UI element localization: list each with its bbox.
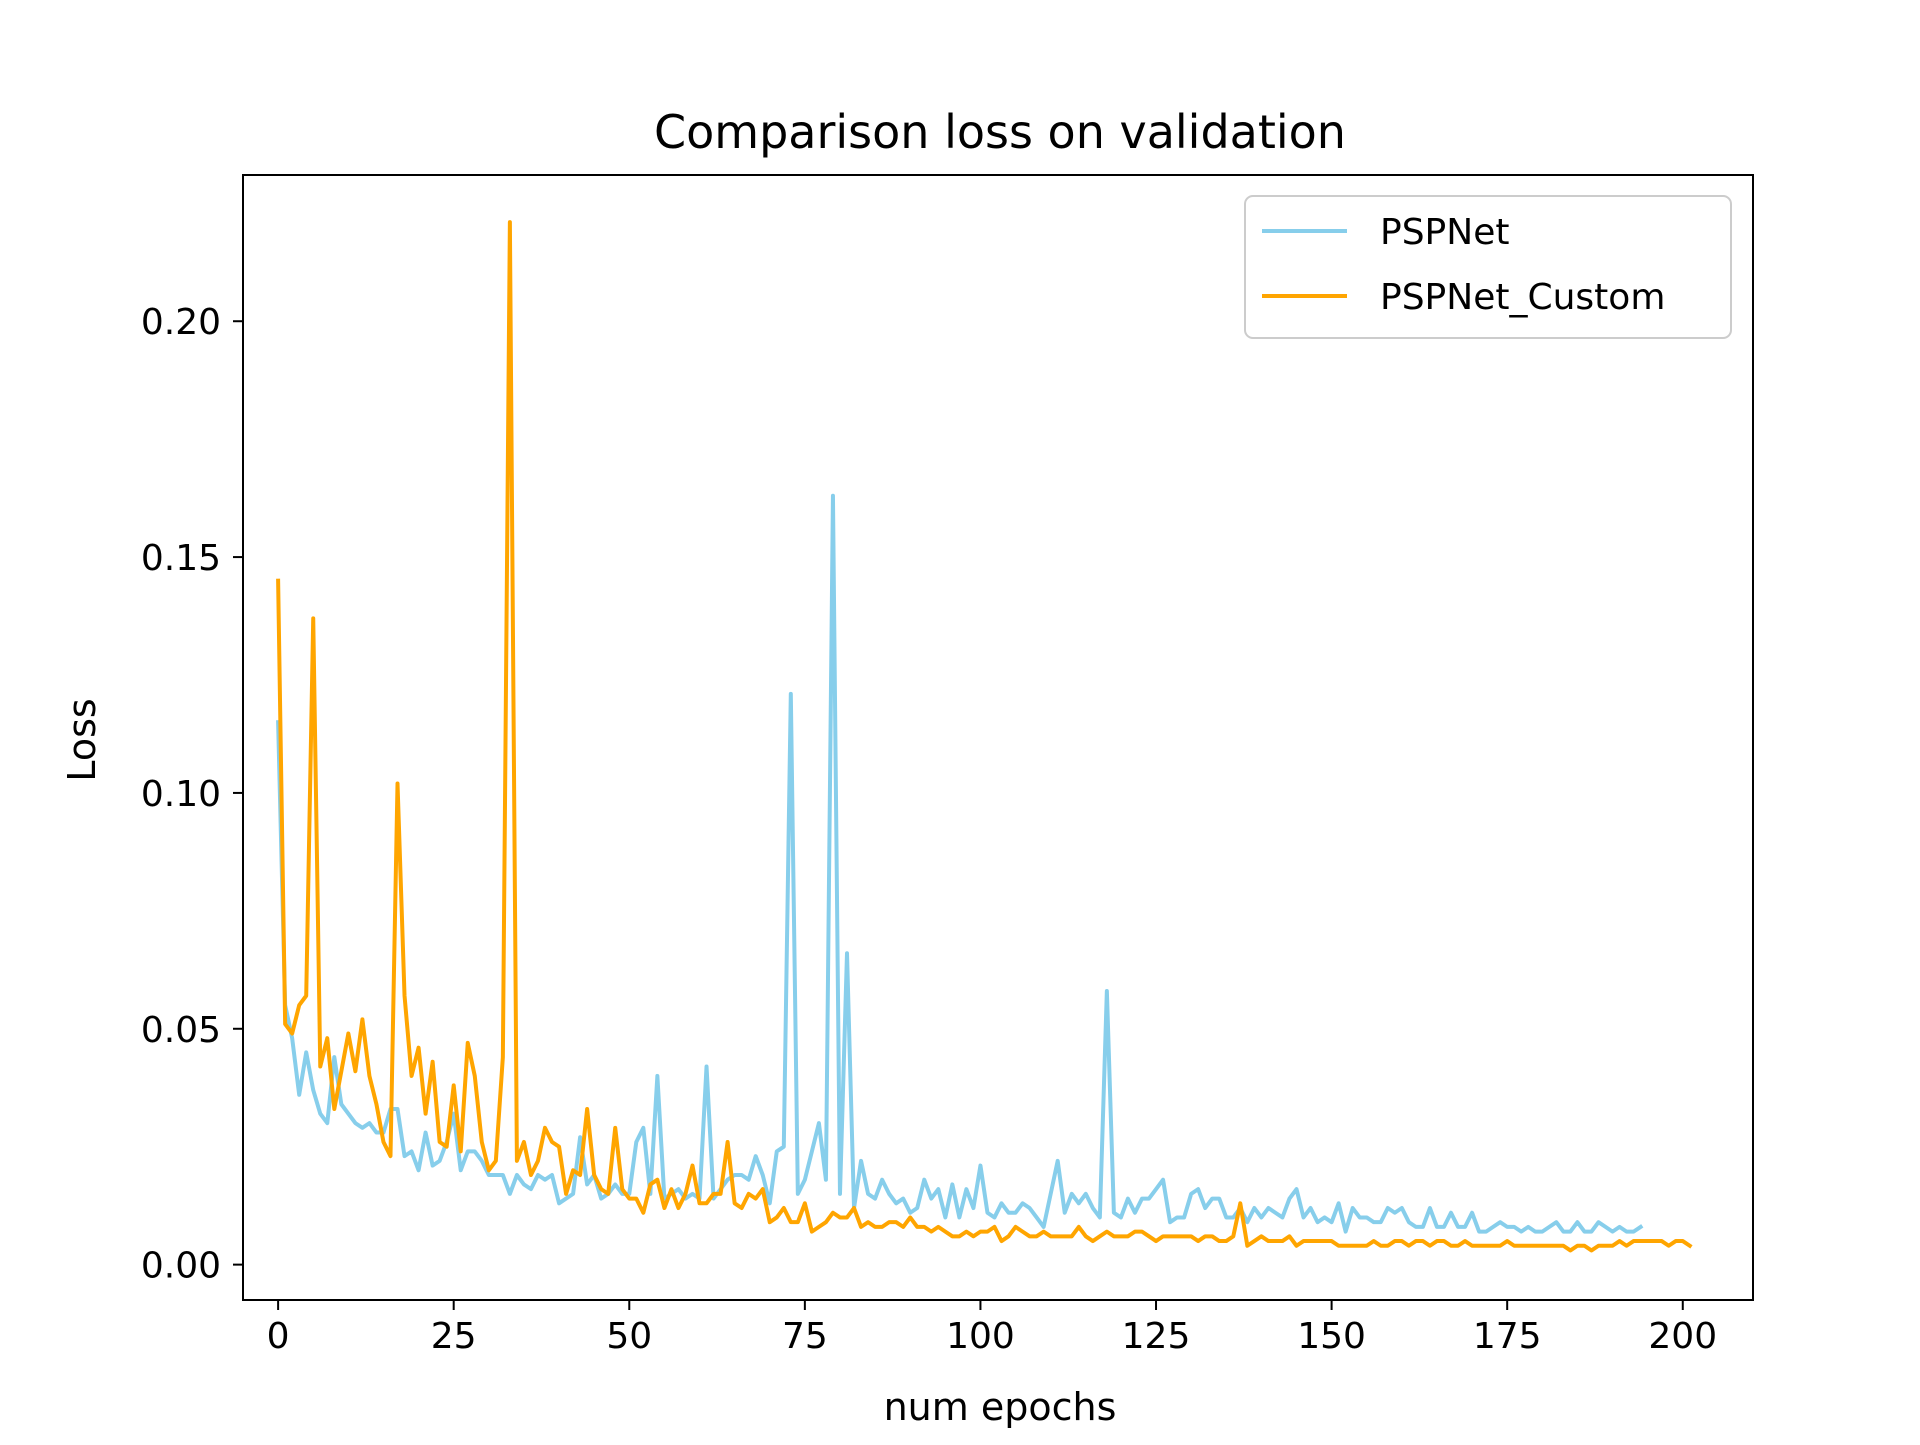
- y-axis-label: Loss: [60, 698, 104, 781]
- x-tick-label: 0: [267, 1316, 290, 1357]
- legend: PSPNet PSPNet_Custom: [1244, 195, 1732, 339]
- y-axis-ticks: 0.00 0.05 0.10 0.15 0.20: [141, 302, 243, 1287]
- plot-frame: [242, 174, 1754, 1301]
- series-line-pspnet-custom: [276, 220, 1693, 1253]
- x-tick-label: 75: [782, 1316, 828, 1357]
- x-tick-label: 100: [946, 1316, 1015, 1357]
- x-tick-label: 175: [1473, 1316, 1542, 1357]
- series-line-pspnet: [276, 493, 1644, 1234]
- x-tick-label: 150: [1297, 1316, 1366, 1357]
- x-axis-label: num epochs: [884, 1385, 1117, 1429]
- legend-label-pspnet-custom: PSPNet_Custom: [1380, 277, 1665, 318]
- y-tick-label: 0.15: [141, 538, 221, 579]
- chart-title: Comparison loss on validation: [654, 105, 1346, 159]
- x-tick-label: 125: [1122, 1316, 1191, 1357]
- x-tick-label: 25: [431, 1316, 477, 1357]
- x-tick-label: 200: [1648, 1316, 1717, 1357]
- y-tick-label: 0.10: [141, 774, 221, 815]
- legend-box: [1244, 195, 1732, 339]
- legend-label-pspnet: PSPNet: [1380, 212, 1509, 253]
- y-tick-label: 0.00: [141, 1246, 221, 1287]
- y-tick-label: 0.20: [141, 302, 221, 343]
- x-axis-ticks: 0 25 50 75 100 125 150 175 200: [267, 1300, 1717, 1357]
- x-tick-label: 50: [606, 1316, 652, 1357]
- y-tick-label: 0.05: [141, 1010, 221, 1051]
- plot-area: [276, 220, 1693, 1253]
